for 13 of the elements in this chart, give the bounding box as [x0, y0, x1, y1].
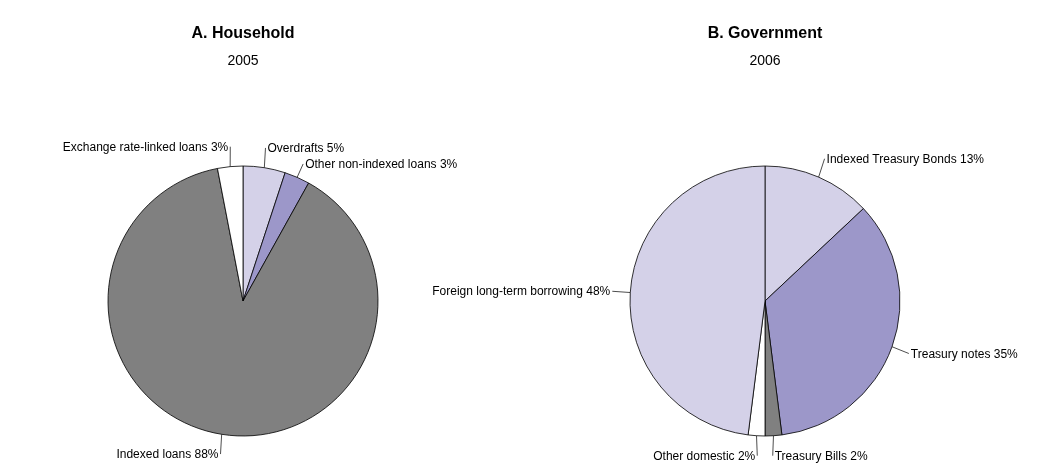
slice-label: Indexed Treasury Bonds 13% — [826, 151, 985, 166]
slice-label: Other domestic 2% — [653, 448, 756, 463]
slice-label: Treasury notes 35% — [910, 346, 1019, 361]
slice-label: Exchange rate-linked loans 3% — [62, 139, 229, 154]
slice-label: Foreign long-term borrowing 48% — [432, 284, 611, 299]
slice-label: Indexed loans 88% — [116, 447, 219, 462]
chart-title: A. Household — [191, 24, 295, 41]
chart-subtitle: 2006 — [749, 52, 781, 68]
slice-label: Overdrafts 5% — [267, 140, 345, 155]
slice-label: Other non-indexed loans 3% — [305, 156, 458, 171]
slice-label: Treasury Bills 2% — [774, 448, 868, 463]
chart-title: B. Government — [707, 24, 824, 41]
chart-subtitle: 2005 — [227, 52, 259, 68]
